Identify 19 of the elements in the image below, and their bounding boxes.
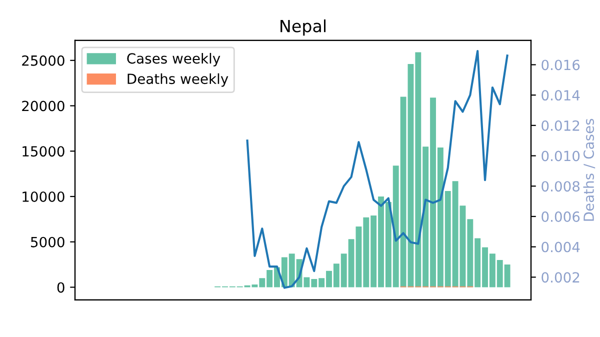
y-tick-label: 0 xyxy=(57,282,64,293)
chart-title: Nepal xyxy=(280,19,326,36)
y-tick-label: 20000 xyxy=(22,100,64,112)
y2-tick-label: 0.004 xyxy=(542,242,580,252)
y-tick-label: 5000 xyxy=(31,236,64,248)
y2-tick-label: 0.016 xyxy=(542,60,580,70)
y2-tick-label: 0.006 xyxy=(542,211,580,222)
y-tick-label: 15000 xyxy=(22,146,64,157)
legend-label: Cases weekly xyxy=(127,52,220,66)
y-tick-label: 25000 xyxy=(22,55,64,66)
y2-tick-label: 0.014 xyxy=(542,90,580,101)
y2-axis-title: Deaths / Cases xyxy=(583,118,596,221)
y-tick-label: 10000 xyxy=(22,191,64,202)
y2-tick-label: 0.012 xyxy=(542,120,580,131)
legend-label: Deaths weekly xyxy=(128,73,228,87)
line-series xyxy=(246,50,508,289)
y2-tick-label: 0.008 xyxy=(542,181,580,192)
y2-tick-label: 0.002 xyxy=(542,272,580,283)
y2-tick-label: 0.010 xyxy=(542,150,580,162)
